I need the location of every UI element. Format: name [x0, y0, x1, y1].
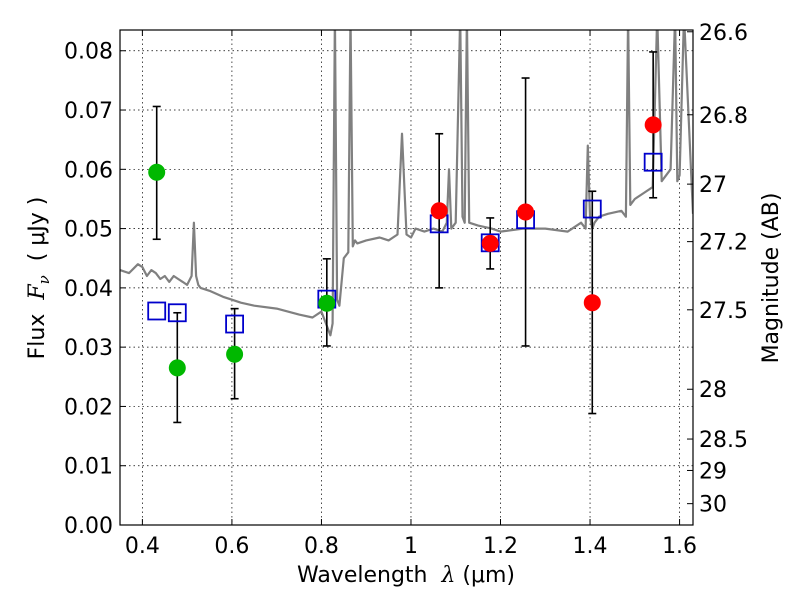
observed-green-point — [168, 359, 186, 377]
x-tick-label: 1 — [404, 534, 418, 559]
y2-tick-label: 28 — [699, 378, 727, 403]
model-photometry-square — [147, 301, 167, 321]
model-photometry-square — [643, 152, 663, 172]
model-sed-line — [120, 30, 693, 337]
x-tick-label: 1.4 — [573, 534, 608, 559]
y-axis-label: Flux Fν ( μJy ) — [25, 197, 53, 360]
y2-tick-label: 26.6 — [699, 21, 748, 46]
y2-axis-label: Magnitude (AB) — [759, 193, 784, 364]
observed-green-point — [226, 345, 244, 363]
grid — [120, 30, 693, 526]
plot-area — [120, 30, 693, 337]
model-photometry-square — [225, 314, 245, 334]
x-tick-label: 0.4 — [125, 534, 160, 559]
y2-tick-label: 28.5 — [699, 428, 748, 453]
observed-green-point — [318, 294, 336, 312]
y-tick-label: 0.03 — [64, 336, 113, 361]
observed-red-point — [644, 116, 662, 134]
y2-tick-label: 26.8 — [699, 104, 748, 129]
y-tick-label: 0.00 — [64, 514, 113, 539]
y2-tick-label: 27.2 — [699, 231, 748, 256]
markers — [147, 116, 663, 377]
model-photometry-square — [582, 199, 602, 219]
y-tick-label: 0.05 — [64, 218, 113, 243]
observed-red-point — [481, 234, 499, 252]
x-tick-label: 1.2 — [483, 534, 518, 559]
model-photometry-square — [167, 303, 187, 323]
y-tick-label: 0.04 — [64, 277, 113, 302]
y2-tick-label: 27 — [699, 173, 727, 198]
y2-tick-label: 30 — [699, 493, 727, 518]
x-tick-label: 1.6 — [662, 534, 697, 559]
y-tick-label: 0.02 — [64, 395, 113, 420]
y-tick-label: 0.07 — [64, 99, 113, 124]
y-tick-label: 0.01 — [64, 455, 113, 480]
axes: 0.4 0.6 0.8 1 1.2 1.4 1.6 0.00 0.01 0.02 0.03 0.04 0… — [64, 21, 748, 559]
observed-green-point — [148, 163, 166, 181]
y-tick-label: 0.06 — [64, 158, 113, 183]
observed-red-point — [583, 294, 601, 312]
plot-frame — [119, 29, 694, 526]
y2-tick-label: 27.5 — [699, 299, 748, 324]
observed-red-point — [517, 203, 535, 221]
x-tick-label: 0.6 — [214, 534, 249, 559]
y2-tick-label: 29 — [699, 459, 727, 484]
x-axis-label: Wavelength λ (μm) — [297, 563, 515, 588]
observed-red-point — [430, 202, 448, 220]
y-tick-label: 0.08 — [64, 40, 113, 65]
x-tick-label: 0.8 — [304, 534, 339, 559]
